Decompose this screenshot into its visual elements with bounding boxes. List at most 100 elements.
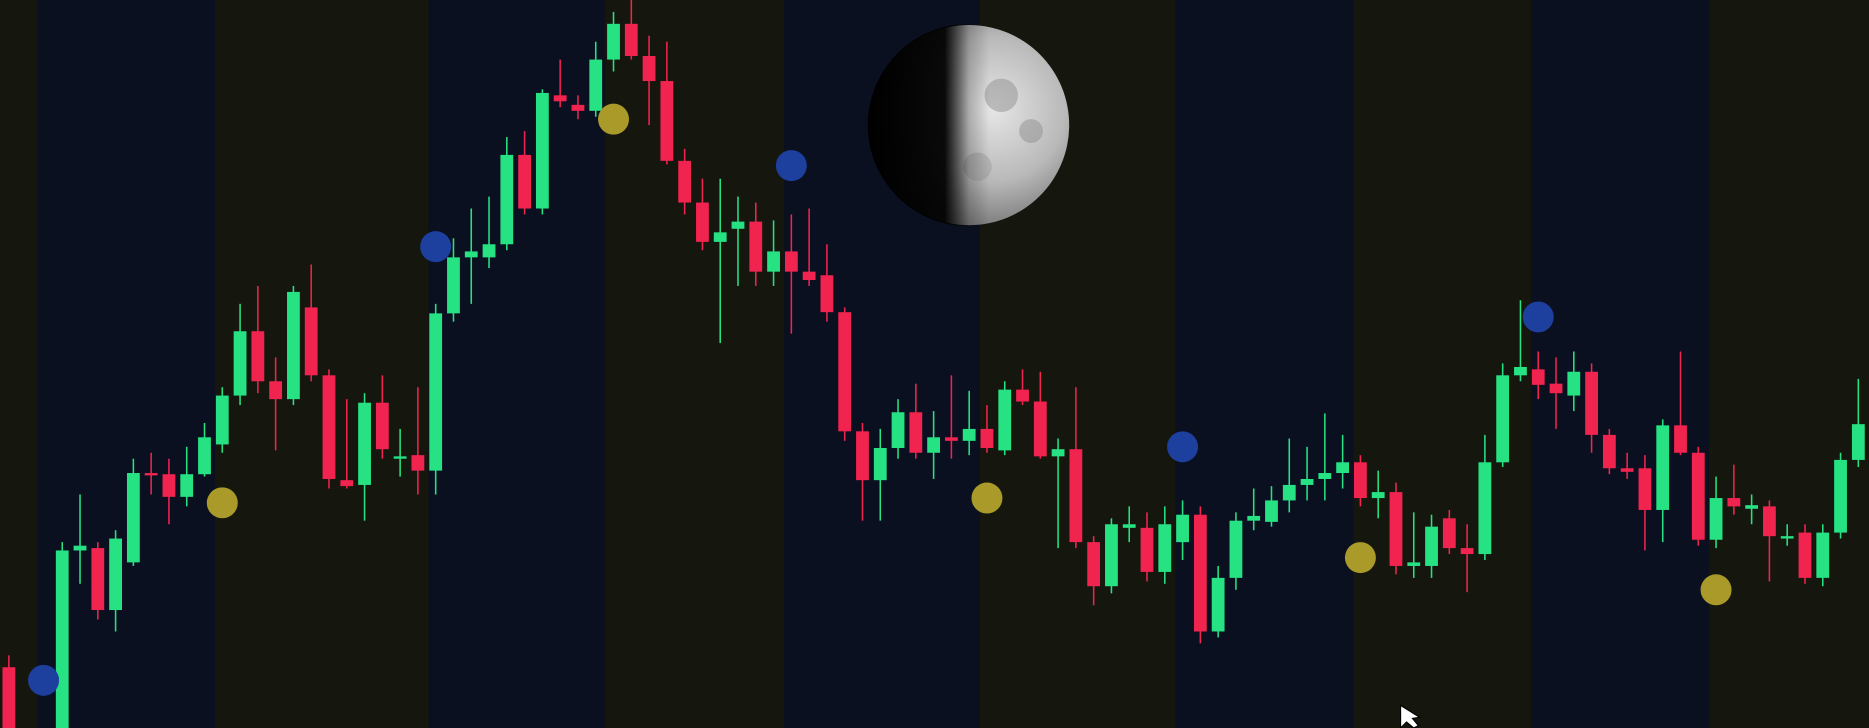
phase-marker [420, 231, 452, 263]
candle-body [1425, 526, 1438, 566]
candle-body [1674, 425, 1687, 453]
candle-body [731, 221, 745, 229]
candle-body [909, 412, 923, 453]
candle-body [180, 474, 194, 497]
candle-body [944, 437, 958, 441]
candle-body [1780, 536, 1794, 539]
phase-band [1531, 0, 1709, 728]
candle-body [126, 473, 140, 563]
candle-body [358, 402, 371, 485]
phase-band [1708, 0, 1869, 728]
candle-body [375, 402, 389, 450]
candle-body [1087, 542, 1101, 587]
candle-body [1318, 473, 1332, 479]
candle-body [198, 437, 211, 475]
candle-body [1389, 492, 1403, 566]
candle-body [73, 545, 87, 551]
candle-body [91, 548, 105, 611]
candle-body [1620, 468, 1634, 472]
candle-body [518, 154, 532, 209]
candle-body [713, 232, 727, 242]
candle-body [1656, 425, 1670, 510]
candle-body [980, 428, 994, 448]
phase-marker [1344, 542, 1376, 574]
candle-body [624, 23, 638, 56]
candle-body [856, 431, 869, 481]
candle-body [1496, 375, 1510, 463]
candle-body [962, 428, 976, 441]
candle-body [215, 395, 229, 445]
candle-body [1033, 401, 1047, 457]
candle-body [1282, 484, 1296, 501]
candle-body [1016, 389, 1029, 402]
candle-body [1193, 514, 1207, 632]
candle-body [1763, 506, 1776, 537]
candle-body [1265, 500, 1278, 522]
candle-body [464, 251, 478, 258]
candle-body [1834, 459, 1847, 533]
candle-body [802, 271, 816, 280]
candle-body [1745, 505, 1759, 509]
candle-body [1460, 548, 1474, 555]
candle-body [749, 221, 763, 272]
moon [867, 23, 1071, 227]
phase-marker [1700, 574, 1732, 606]
candle-body [1549, 383, 1563, 394]
candle-body [1158, 524, 1172, 572]
candle-body [1798, 532, 1812, 578]
candle-body [1531, 369, 1545, 385]
candle-body [696, 202, 709, 242]
candle-body [660, 81, 674, 161]
candle-body [571, 104, 585, 111]
candle-body [998, 389, 1012, 451]
candle-body [1336, 462, 1350, 474]
candle-body [393, 456, 407, 459]
phase-band [215, 0, 429, 728]
candle-body [820, 275, 834, 313]
candle-body [447, 257, 460, 314]
candle-body [1176, 514, 1189, 543]
candle-body [1371, 492, 1385, 499]
candle-body [1211, 577, 1225, 632]
candle-body [1709, 498, 1723, 540]
candle-body [1354, 462, 1367, 499]
markers [28, 103, 1732, 696]
candle-body [607, 23, 620, 60]
candle-body [1514, 366, 1527, 376]
candle-body [1051, 449, 1065, 457]
candle-body [429, 313, 443, 471]
candle-body [1691, 452, 1705, 540]
candle-body [251, 331, 265, 382]
candle-body [1300, 478, 1314, 485]
candle-body [322, 375, 336, 479]
candle-body [109, 538, 122, 611]
candle-body [642, 56, 656, 82]
phase-band [604, 0, 785, 728]
candle-body [535, 92, 549, 209]
candle-body [784, 251, 798, 272]
phase-marker [775, 150, 807, 182]
candle-body [1247, 515, 1261, 521]
candle-body [553, 95, 567, 102]
candle-body [873, 448, 887, 481]
candle-body [304, 307, 318, 376]
candle-body [1478, 462, 1492, 555]
candle-body [1069, 449, 1083, 543]
phase-band [428, 0, 605, 728]
candle-body [838, 312, 852, 432]
candle-body [1602, 434, 1616, 469]
candle-body [269, 381, 283, 400]
candle-body [1140, 527, 1154, 572]
phase-marker [971, 482, 1003, 514]
phase-band [1353, 0, 1532, 728]
candle-body [1638, 468, 1652, 510]
candle-body [891, 412, 905, 448]
candle-body [411, 455, 425, 471]
candle-body [678, 160, 692, 203]
candle-body [1229, 520, 1243, 578]
cursor [1399, 704, 1422, 728]
candle-body [1851, 424, 1865, 460]
candle-body [500, 154, 514, 245]
